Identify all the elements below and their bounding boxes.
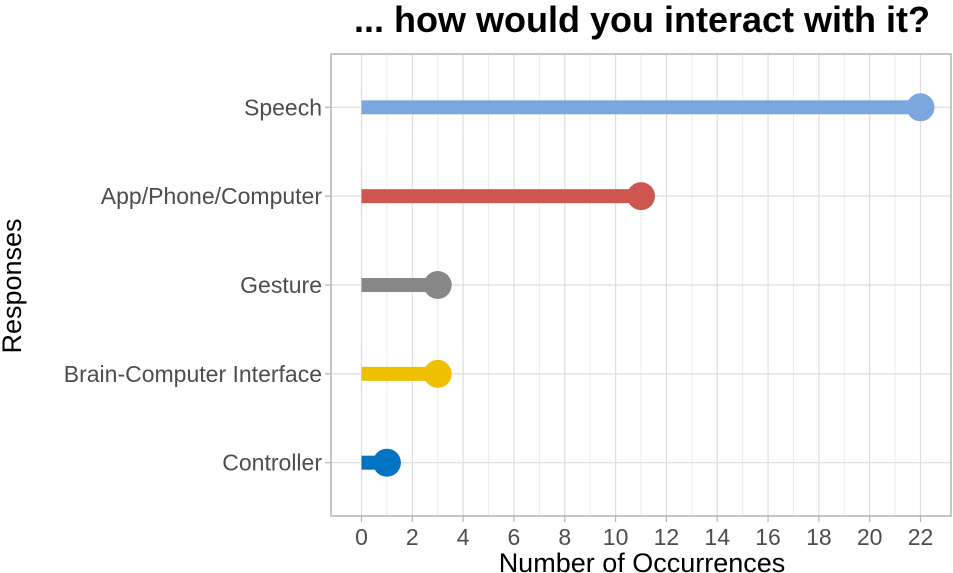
x-tick-label: 18 [806,524,832,550]
lollipop-stem [361,278,438,292]
chart-title: ... how would you interact with it? [354,0,930,40]
x-tick-label: 14 [704,524,730,550]
lollipop-stem [361,189,641,204]
chart-marks [361,93,935,477]
x-axis-label: Number of Occurrences [499,548,786,573]
x-tick-label: 22 [908,524,934,550]
lollipop-stem [361,366,438,381]
x-tick-label: 0 [355,524,368,550]
lollipop-point [627,182,655,211]
x-tick-label: 8 [558,524,571,550]
x-tick-label: 2 [406,524,419,550]
category-label: Gesture [240,272,322,298]
category-label: Speech [244,94,322,120]
lollipop-point [372,448,401,477]
category-label: Controller [222,450,322,476]
lollipop-point [423,359,452,388]
x-tick-label: 6 [508,524,521,550]
x-tick-label: 20 [857,524,883,550]
x-tick-label: 16 [755,524,781,550]
x-axis-ticks: 0 2 4 6 8 10 12 14 16 18 20 22 [355,516,933,550]
lollipop-point [906,93,935,122]
category-label: App/Phone/Computer [101,183,323,209]
lollipop-stem [361,100,921,115]
x-tick-label: 12 [654,524,680,550]
x-tick-label: 10 [603,524,629,550]
y-axis-label: Responses [0,218,27,353]
category-label: Brain-Computer Interface [64,361,322,387]
y-axis-labels: Speech App/Phone/Computer Gesture Brain-Com… [64,94,331,476]
x-tick-label: 4 [457,524,470,550]
lollipop-point [423,271,452,299]
